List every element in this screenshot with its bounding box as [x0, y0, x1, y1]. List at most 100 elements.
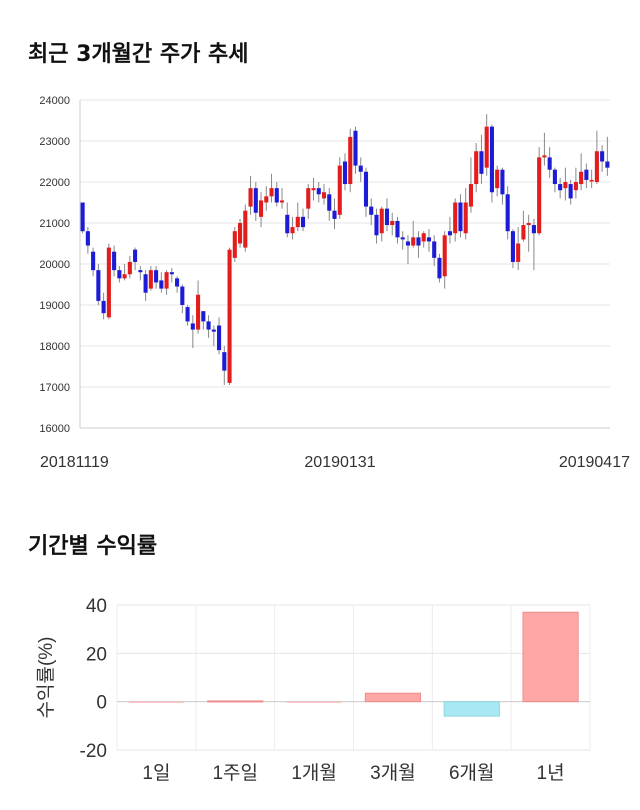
candle-body: [416, 237, 421, 246]
y-tick-label: 19000: [39, 300, 70, 312]
candle-body: [489, 126, 494, 193]
candle-body: [232, 231, 237, 258]
candle-body: [600, 151, 605, 162]
return-bar: [128, 701, 185, 703]
candle-body: [400, 237, 405, 240]
candle-body: [474, 151, 479, 185]
candle-body: [143, 274, 148, 293]
candle-body: [411, 237, 416, 246]
candle-body: [159, 280, 164, 289]
return-bar: [522, 611, 579, 703]
candle-body: [253, 188, 258, 213]
return-bar: [443, 701, 500, 717]
x-tick-label: 20181119: [40, 454, 109, 471]
candle-body: [500, 169, 505, 195]
x-tick-label: 1개월: [291, 762, 337, 784]
candle-body: [563, 182, 568, 189]
candle-body: [395, 220, 400, 238]
candle-body: [290, 227, 295, 234]
y-tick-label: -20: [80, 741, 107, 762]
period-return-title: 기간별 수익률: [28, 534, 158, 559]
candle-body: [274, 188, 279, 203]
candle-body: [589, 179, 594, 182]
candle-body: [358, 165, 363, 172]
candle-body: [227, 249, 232, 383]
candle-body: [243, 210, 248, 248]
candle-body: [369, 206, 374, 215]
candle-body: [605, 161, 610, 168]
candle-body: [405, 241, 411, 246]
candle-body: [463, 202, 468, 234]
y-tick-label: 20000: [39, 259, 70, 271]
candle-body: [316, 188, 321, 195]
candle-body: [363, 171, 369, 207]
candle-body: [353, 130, 358, 166]
candle-body: [426, 237, 432, 242]
candle-body: [269, 188, 274, 197]
candle-body: [122, 274, 127, 279]
candle-body: [379, 208, 384, 234]
y-tick-label: 17000: [39, 382, 70, 394]
x-tick-label: 3개월: [370, 762, 416, 784]
candle-body: [248, 188, 253, 207]
candle-body: [537, 157, 542, 234]
candle-body: [300, 216, 306, 228]
candle-body: [295, 216, 300, 228]
candle-body: [547, 157, 552, 170]
candle-body: [390, 220, 395, 226]
candle-body: [190, 323, 195, 330]
x-tick-label: 1일: [142, 762, 170, 784]
candle-body: [96, 270, 101, 301]
candle-body: [138, 270, 143, 273]
return-bar: [364, 692, 422, 703]
candle-body: [127, 261, 132, 275]
candle-body: [468, 184, 473, 207]
candle-body: [584, 169, 589, 180]
candle-body: [484, 126, 489, 168]
candle-body: [106, 247, 111, 318]
x-tick-label: 20190417: [559, 454, 630, 471]
candle-body: [505, 194, 510, 232]
candle-body: [285, 214, 290, 234]
candle-body: [531, 225, 536, 234]
candle-body: [222, 352, 227, 371]
candle-body: [579, 171, 584, 185]
candle-body: [217, 325, 222, 351]
price-candlestick-chart: 16000 17000 18000 19000 20000 21000 22000 23000…: [39, 95, 630, 471]
candle-body: [211, 329, 216, 332]
candle-body: [311, 188, 316, 191]
candle-body: [91, 251, 96, 271]
x-tick-label: 6개월: [449, 762, 495, 784]
y-tick-label: 24000: [39, 95, 70, 107]
candle-body: [258, 200, 264, 217]
candle-body: [552, 169, 557, 185]
y-tick-label: 18000: [39, 341, 70, 353]
candle-body: [148, 270, 153, 289]
candle-body: [458, 202, 463, 232]
x-tick-label: 20190131: [304, 454, 375, 471]
candle-body: [80, 202, 85, 232]
candle-body: [521, 225, 526, 240]
candle-body: [342, 161, 348, 185]
candle-body: [332, 210, 337, 219]
candle-body: [112, 251, 117, 271]
candle-body: [264, 196, 269, 203]
candle-body: [542, 155, 547, 158]
candle-body: [447, 231, 452, 236]
candle-body: [180, 286, 185, 305]
candle-body: [348, 136, 353, 185]
candle-body: [479, 151, 484, 174]
candle-body: [321, 192, 327, 199]
y-tick-label: 0: [96, 693, 107, 714]
candle-body: [206, 321, 211, 330]
candle-body: [101, 300, 106, 314]
y-tick-label: 40: [86, 596, 107, 617]
candle-body: [117, 270, 122, 279]
candle-body: [558, 184, 563, 191]
candle-body: [510, 231, 515, 262]
candle-body: [432, 241, 437, 258]
candle-body: [516, 243, 521, 262]
return-bar: [207, 700, 264, 703]
candle-body: [201, 311, 206, 322]
